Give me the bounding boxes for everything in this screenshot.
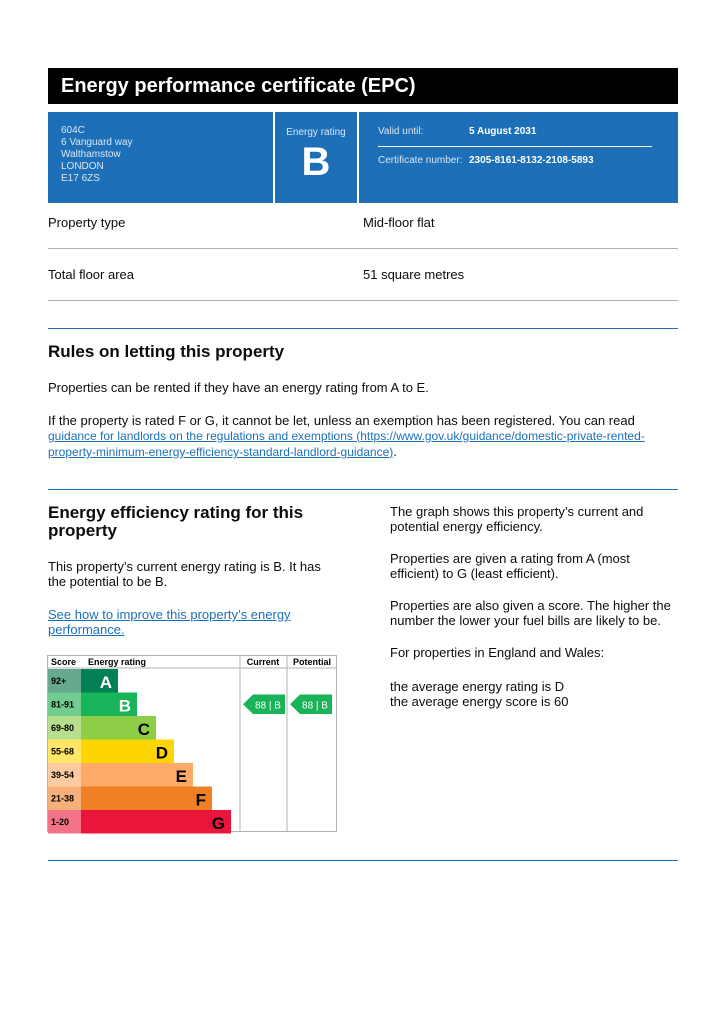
text: If the property is rated F or G, it cann…: [48, 413, 635, 428]
average-line: the average energy score is 60: [390, 694, 569, 709]
cert-label: Certificate number:: [378, 155, 463, 166]
address-line: 6 Vanguard way: [61, 137, 133, 148]
cert-number: 2305-8161-8132-2108-5893: [469, 155, 594, 166]
band-letter: F: [196, 791, 206, 810]
score-cell: [48, 716, 81, 740]
score: 92+: [51, 676, 66, 686]
divider: [378, 146, 652, 147]
paragraph: Properties are given a rating from A (mo…: [390, 551, 630, 581]
band-bar: [81, 739, 174, 763]
score-cell: [48, 763, 81, 787]
right-column: The graph shows this property’s current …: [390, 504, 682, 677]
address-line: LONDON: [61, 161, 104, 172]
address-line: 604C: [61, 125, 85, 136]
paragraph: Properties can be rented if they have an…: [48, 380, 429, 395]
address-line: E17 6ZS: [61, 173, 100, 184]
title: Energy performance certificate (EPC): [61, 75, 416, 97]
band-bar: [81, 810, 231, 834]
paragraph: If the property is rated F or G, it cann…: [48, 413, 680, 460]
paragraph: For properties in England and Wales:: [390, 645, 605, 660]
score: 39-54: [51, 770, 74, 780]
summary-box: 604C 6 Vanguard way Walthamstow LONDON E17 6…: [48, 112, 678, 203]
heading: Energy efficiency rating for this proper…: [48, 503, 304, 540]
heading: Rules on letting this property: [48, 342, 285, 361]
score-cell: [48, 786, 81, 810]
separator: [48, 300, 678, 301]
score-cell: [48, 739, 81, 763]
band-letter: E: [176, 767, 187, 786]
rating: B: [301, 140, 331, 184]
title-bar: Energy performance certificate (EPC): [48, 68, 678, 104]
score: 55-68: [51, 747, 74, 757]
link[interactable]: See how to improve this property’s energ…: [48, 607, 291, 637]
detail-label: Property type: [48, 215, 126, 230]
section-rule: [48, 860, 678, 861]
band-bar: [81, 763, 193, 787]
band-bar: [81, 692, 137, 716]
separator: [48, 248, 678, 249]
rating-arrow-label: 88 | B: [302, 701, 328, 712]
detail-value: 51 square metres: [363, 267, 465, 282]
detail-label: Total floor area: [48, 267, 134, 282]
rating-arrow: [243, 694, 285, 714]
band-letter: G: [212, 814, 225, 833]
band-bar: [81, 669, 118, 693]
rating-arrow-label: 88 | B: [255, 701, 281, 712]
band-letter: B: [119, 697, 131, 716]
valid-date: 5 August 2031: [469, 126, 537, 137]
score: 69-80: [51, 723, 74, 733]
column-header: Potential: [293, 657, 331, 667]
section-rule: [48, 489, 678, 490]
paragraph: This property’s current energy rating is…: [48, 559, 321, 589]
valid-label: Valid until:: [378, 126, 424, 137]
score: 1-20: [51, 817, 69, 827]
divider: [357, 112, 359, 203]
column-header: Current: [247, 657, 280, 667]
score-cell: [48, 669, 81, 693]
address-line: Walthamstow: [61, 149, 121, 160]
band-bar: [81, 716, 156, 740]
rating-label: Energy rating: [286, 127, 346, 138]
average-line: the average energy rating is D: [390, 679, 565, 694]
address: 604C 6 Vanguard way Walthamstow LONDON E17 6…: [61, 125, 133, 185]
paragraph: Properties are also given a score. The h…: [390, 598, 671, 628]
band-letter: A: [100, 673, 112, 692]
score: 81-91: [51, 700, 74, 710]
column-header: Score: [51, 657, 76, 667]
section-rule: [48, 328, 678, 329]
text: .: [393, 444, 397, 459]
divider: [273, 112, 275, 203]
rating-arrow: [290, 694, 332, 714]
band-letter: C: [138, 720, 150, 739]
score-cell: [48, 692, 81, 716]
band-letter: D: [156, 744, 168, 763]
paragraph: The graph shows this property’s current …: [390, 504, 644, 534]
detail-value: Mid-floor flat: [363, 215, 435, 230]
score-cell: [48, 810, 81, 834]
column-header: Energy rating: [88, 657, 146, 667]
link[interactable]: guidance for landlords on the regulation…: [48, 429, 645, 459]
rating-graph: Score Energy rating Current Potential 92+ A 81…: [47, 655, 337, 834]
score: 21-38: [51, 794, 74, 804]
band-bar: [81, 786, 212, 810]
